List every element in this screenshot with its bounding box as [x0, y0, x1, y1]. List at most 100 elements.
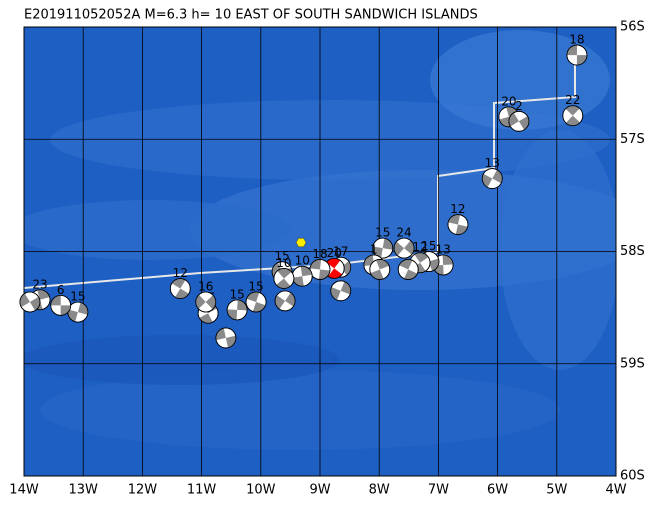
ball-quadrant: [215, 328, 226, 341]
ball-quadrant: [60, 305, 71, 316]
ball-quadrant: [50, 295, 61, 306]
depth-label: 24: [396, 226, 411, 240]
ball-rim: [562, 105, 584, 127]
ball-rim: [330, 280, 352, 302]
focal-mechanism: [245, 291, 267, 313]
ball-quadrant: [275, 295, 286, 310]
focal-mechanism: [19, 291, 41, 313]
ball-quadrant: [292, 276, 304, 287]
ball-quadrant: [442, 254, 454, 265]
lon-label: 9W: [309, 483, 330, 498]
depth-label: 23: [32, 277, 47, 291]
focal-mechanism: [562, 105, 584, 127]
depth-label: 22: [565, 93, 580, 107]
lon-label: 12W: [128, 483, 158, 498]
ball-quadrant: [340, 261, 351, 276]
ball-rim: [226, 299, 248, 321]
ball-quadrant: [227, 309, 238, 320]
ball-quadrant: [199, 313, 213, 324]
depth-label: 15: [70, 290, 85, 304]
depth-label: 15: [421, 239, 436, 253]
ball-rim: [50, 294, 72, 316]
lat-label: 59S: [620, 356, 645, 371]
ball-quadrant: [565, 105, 580, 116]
lon-label: 5W: [546, 483, 567, 498]
ball-rim: [215, 327, 237, 349]
ball-quadrant: [448, 214, 461, 225]
focal-mechanism: [447, 214, 469, 235]
ball-quadrant: [492, 169, 503, 184]
depth-label: 10: [276, 256, 291, 270]
epicenter: [295, 237, 307, 248]
ball-quadrant: [404, 269, 418, 280]
ball-rim: [245, 291, 267, 313]
focal-mechanism: [372, 237, 394, 259]
depth-label: 18: [569, 33, 584, 47]
focal-mechanism: [291, 265, 313, 287]
ball-quadrant: [455, 224, 468, 235]
map-frame: [23, 26, 617, 477]
ball-quadrant: [318, 269, 330, 280]
depth-label: 18: [312, 247, 327, 261]
depth-label: 12: [412, 240, 427, 254]
lon-label: 11W: [187, 483, 217, 498]
ball-quadrant: [565, 115, 581, 126]
depth-label: 20: [501, 94, 516, 108]
ball-quadrant: [382, 238, 393, 250]
ball-rim: [447, 214, 469, 235]
ball-rim: [393, 237, 415, 259]
ball-quadrant: [237, 299, 248, 311]
lon-label: 14W: [9, 483, 39, 498]
ball-rim: [481, 168, 503, 189]
ball-quadrant: [518, 116, 529, 130]
depth-label: 2: [515, 99, 523, 113]
depth-label: 12: [173, 266, 188, 280]
depth-label: 13: [435, 242, 450, 256]
depth-label: 15: [229, 287, 244, 301]
depth-label: 20: [327, 246, 342, 260]
lon-label: 8W: [369, 483, 390, 498]
ball-rim: [508, 110, 530, 132]
depth-label: 15: [375, 226, 390, 240]
ball-rim: [566, 44, 588, 66]
focal-mechanism: [481, 168, 503, 189]
depth-label: 6: [57, 283, 65, 297]
depth-label: 15: [274, 249, 289, 263]
ball-quadrant: [328, 268, 343, 279]
ball-rim: [372, 237, 394, 259]
focal-mechanism: [215, 327, 237, 349]
depth-label: 10: [295, 254, 310, 268]
ball-quadrant: [276, 278, 291, 289]
ball-rim: [397, 259, 419, 280]
focal-mechanism: [397, 259, 419, 280]
ball-quadrant: [508, 112, 519, 127]
lon-label: 13W: [68, 483, 98, 498]
ball-quadrant: [404, 240, 415, 255]
ball-quadrant: [326, 258, 341, 269]
ball-quadrant: [171, 278, 186, 289]
lat-label: 58S: [620, 244, 645, 259]
lon-label: 6W: [487, 483, 508, 498]
events: 1820222131213151224151172018101510151515…: [19, 33, 588, 349]
focal-mechanism: [226, 299, 248, 321]
ball-quadrant: [363, 255, 374, 267]
depth-label: 13: [485, 156, 500, 170]
lon-label: 10W: [246, 483, 276, 498]
ball-rim: [19, 291, 41, 313]
ball-quadrant: [372, 246, 383, 259]
depth-label: 12: [450, 202, 465, 216]
ball-quadrant: [310, 259, 322, 270]
lat-label: 56S: [620, 20, 645, 35]
focal-mechanism: [508, 110, 530, 132]
ball-quadrant: [225, 335, 236, 348]
ball-rim: [273, 268, 295, 289]
focal-mechanism: [566, 44, 588, 66]
focal-mechanism: [50, 294, 72, 316]
ball-quadrant: [414, 252, 429, 263]
depth-label: 15: [248, 280, 263, 294]
ball-quadrant: [576, 55, 587, 66]
depth-label: 16: [198, 280, 213, 294]
focal-mechanism: [330, 280, 352, 302]
lat-label: 60S: [620, 469, 645, 484]
ball-quadrant: [205, 295, 216, 310]
